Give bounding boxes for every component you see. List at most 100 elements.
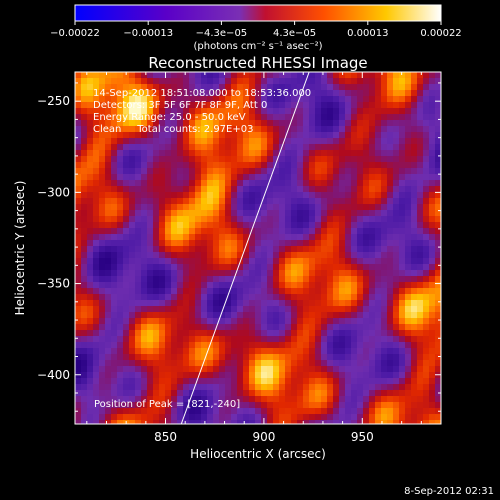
heatmap-cell [399,198,405,204]
heatmap-cell [99,174,105,180]
heatmap-cell [183,84,189,90]
heatmap-cell [297,186,303,192]
heatmap-cell [423,360,429,366]
heatmap-cell [303,342,309,348]
heatmap-cell [357,294,363,300]
heatmap-cell [351,228,357,234]
heatmap-cell [381,216,387,222]
heatmap-cell [213,348,219,354]
heatmap-cell [261,96,267,102]
heatmap-cell [285,204,291,210]
heatmap-cell [189,264,195,270]
heatmap-cell [147,150,153,156]
heatmap-cell [375,366,381,372]
heatmap-cell [387,210,393,216]
heatmap-cell [363,162,369,168]
heatmap-cell [225,144,231,150]
heatmap-cell [141,246,147,252]
heatmap-cell [231,402,237,408]
heatmap-cell [333,318,339,324]
heatmap-cell [219,222,225,228]
heatmap-cell [435,72,441,78]
heatmap-cell [165,132,171,138]
heatmap-cell [315,354,321,360]
heatmap-cell [117,360,123,366]
heatmap-cell [129,192,135,198]
heatmap-cell [105,246,111,252]
heatmap-cell [75,90,81,96]
heatmap-cell [117,390,123,396]
heatmap-cell [255,138,261,144]
heatmap-cell [87,168,93,174]
heatmap-cell [423,348,429,354]
heatmap-cell [411,84,417,90]
heatmap-cell [291,78,297,84]
heatmap-cell [369,72,375,78]
heatmap-cell [237,204,243,210]
heatmap-cell [339,336,345,342]
heatmap-cell [351,84,357,90]
heatmap-cell [147,108,153,114]
heatmap-cell [339,228,345,234]
heatmap-cell [411,138,417,144]
heatmap-cell [219,306,225,312]
heatmap-cell [81,246,87,252]
heatmap-cell [81,408,87,414]
heatmap-cell [219,366,225,372]
heatmap-cell [333,90,339,96]
heatmap-cell [249,210,255,216]
heatmap-cell [411,162,417,168]
heatmap-cell [267,348,273,354]
heatmap-cell [357,288,363,294]
heatmap-cell [297,348,303,354]
heatmap-cell [117,192,123,198]
heatmap-cell [273,318,279,324]
heatmap-cell [225,384,231,390]
heatmap-cell [183,330,189,336]
heatmap-cell [93,378,99,384]
heatmap-cell [177,204,183,210]
heatmap-cell [219,294,225,300]
heatmap-cell [261,270,267,276]
heatmap-cell [105,216,111,222]
heatmap-cell [135,126,141,132]
heatmap-cell [339,324,345,330]
heatmap-cell [231,204,237,210]
heatmap-cell [207,228,213,234]
heatmap-cell [237,270,243,276]
heatmap-cell [423,216,429,222]
heatmap-cell [297,108,303,114]
heatmap-cell [285,420,291,424]
heatmap-cell [279,402,285,408]
heatmap-cell [99,210,105,216]
heatmap-cell [297,72,303,78]
heatmap-cell [351,174,357,180]
heatmap-cell [279,294,285,300]
heatmap-cell [387,120,393,126]
heatmap-cell [93,360,99,366]
heatmap-cell [105,252,111,258]
heatmap-cell [99,354,105,360]
heatmap-cell [417,300,423,306]
heatmap-cell [387,186,393,192]
heatmap-cell [273,378,279,384]
heatmap-cell [333,204,339,210]
heatmap-cell [129,390,135,396]
heatmap-cell [429,210,435,216]
heatmap-cell [279,78,285,84]
heatmap-cell [183,294,189,300]
heatmap-cell [369,348,375,354]
heatmap-cell [111,210,117,216]
heatmap-cell [375,78,381,84]
heatmap-cell [159,216,165,222]
heatmap-cell [243,294,249,300]
heatmap-cell [213,162,219,168]
heatmap-cell [405,132,411,138]
heatmap-cell [357,96,363,102]
heatmap-cell [279,252,285,258]
heatmap-cell [345,168,351,174]
heatmap-cell [297,300,303,306]
heatmap-cell [255,150,261,156]
heatmap-cell [285,96,291,102]
heatmap-cell [405,228,411,234]
